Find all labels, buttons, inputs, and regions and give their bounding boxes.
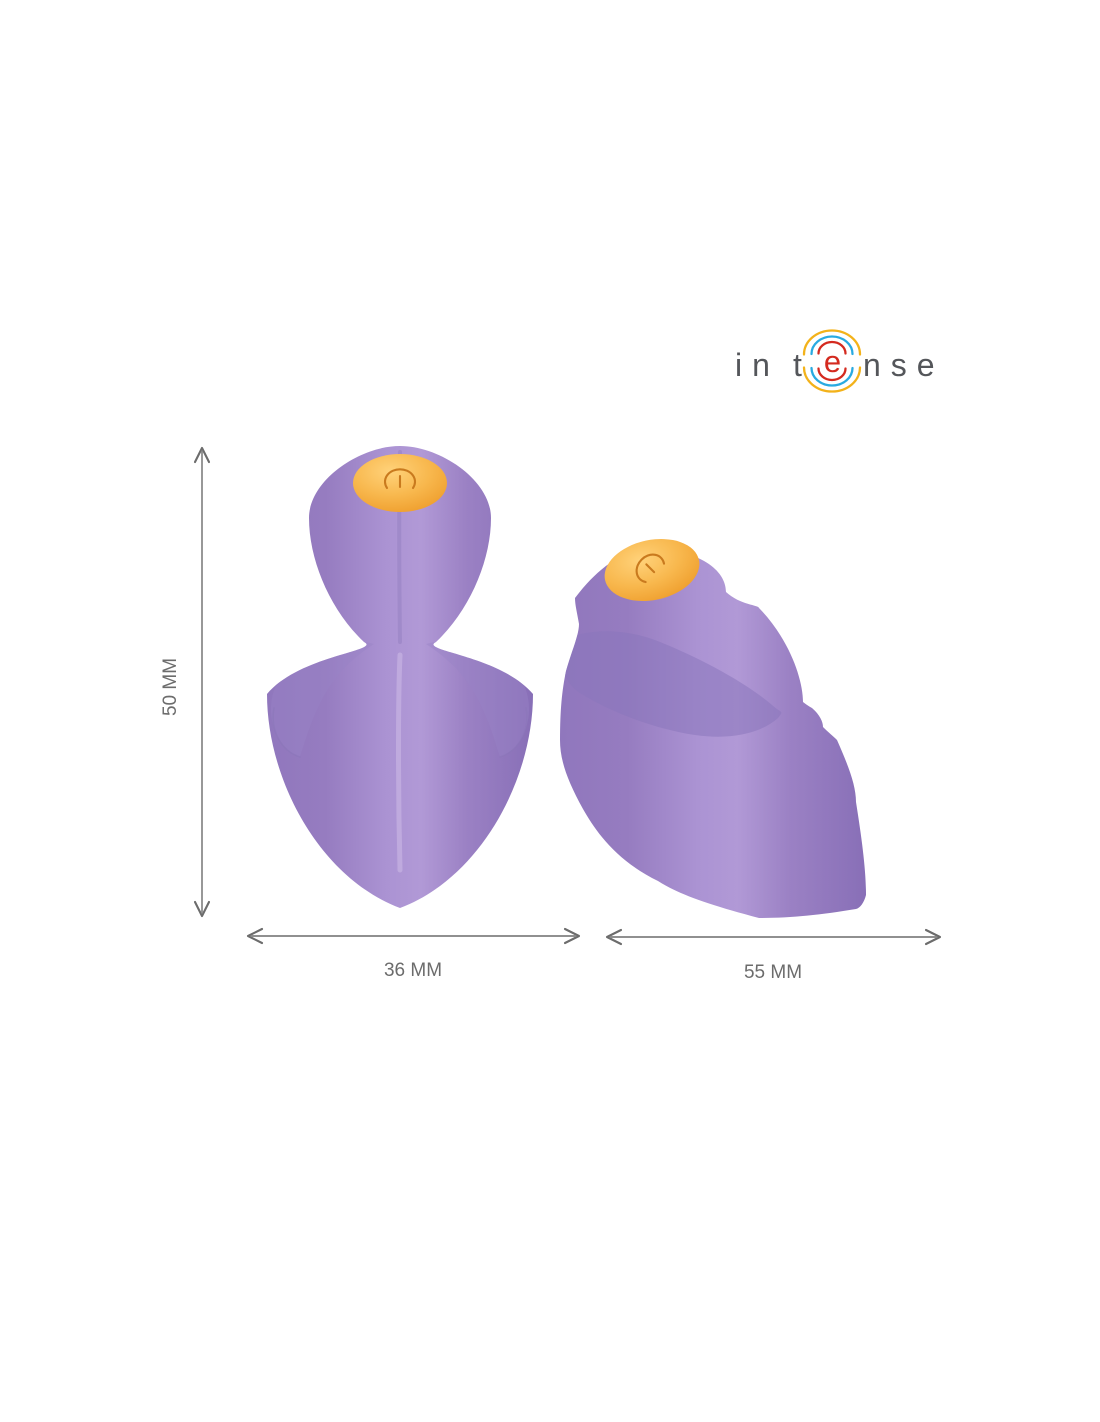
svg-text:50 MM: 50 MM: [160, 658, 181, 716]
svg-text:36 MM: 36 MM: [384, 960, 442, 981]
svg-text:55 MM: 55 MM: [744, 962, 802, 983]
